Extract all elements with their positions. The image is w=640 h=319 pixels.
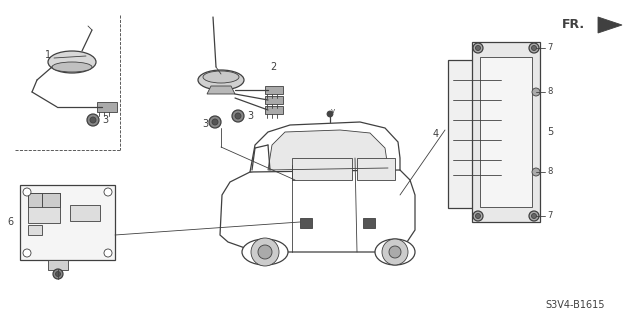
Bar bbox=[448, 60, 506, 208]
Bar bbox=[28, 225, 42, 235]
Text: v: v bbox=[331, 108, 335, 114]
Polygon shape bbox=[598, 17, 622, 33]
Text: 3: 3 bbox=[247, 111, 253, 121]
Ellipse shape bbox=[242, 239, 288, 265]
Text: 1: 1 bbox=[45, 50, 51, 60]
Circle shape bbox=[531, 213, 536, 219]
Circle shape bbox=[529, 43, 539, 53]
Circle shape bbox=[23, 249, 31, 257]
Circle shape bbox=[532, 168, 540, 176]
Polygon shape bbox=[268, 130, 388, 170]
Bar bbox=[472, 42, 540, 222]
Circle shape bbox=[473, 43, 483, 53]
Circle shape bbox=[56, 271, 61, 277]
Circle shape bbox=[104, 249, 112, 257]
Circle shape bbox=[327, 111, 333, 117]
Circle shape bbox=[529, 211, 539, 221]
Bar bbox=[480, 57, 532, 207]
Text: 2: 2 bbox=[270, 62, 276, 72]
Circle shape bbox=[258, 245, 272, 259]
Text: 7: 7 bbox=[547, 211, 553, 220]
Circle shape bbox=[251, 238, 279, 266]
Text: 3: 3 bbox=[102, 115, 108, 125]
Polygon shape bbox=[207, 86, 235, 94]
Text: FR.: FR. bbox=[562, 19, 585, 32]
Bar bbox=[265, 96, 283, 104]
Circle shape bbox=[531, 46, 536, 50]
Bar bbox=[300, 218, 312, 228]
Ellipse shape bbox=[48, 51, 96, 73]
Text: 7: 7 bbox=[547, 43, 553, 53]
Bar bbox=[28, 193, 60, 223]
Text: S3V4-B1615: S3V4-B1615 bbox=[545, 300, 605, 310]
Circle shape bbox=[235, 113, 241, 119]
Polygon shape bbox=[220, 158, 415, 252]
Circle shape bbox=[476, 213, 481, 219]
Bar bbox=[363, 218, 375, 228]
Text: 8: 8 bbox=[547, 167, 553, 176]
Circle shape bbox=[87, 114, 99, 126]
Circle shape bbox=[473, 211, 483, 221]
Ellipse shape bbox=[52, 62, 92, 72]
Circle shape bbox=[23, 188, 31, 196]
Circle shape bbox=[212, 119, 218, 125]
Bar bbox=[70, 205, 100, 221]
Bar bbox=[292, 158, 352, 180]
Ellipse shape bbox=[203, 71, 239, 83]
Ellipse shape bbox=[375, 239, 415, 265]
Text: 6: 6 bbox=[7, 217, 13, 227]
Text: 5: 5 bbox=[547, 127, 553, 137]
Text: 3: 3 bbox=[202, 119, 208, 129]
Bar bbox=[28, 193, 42, 207]
Bar bbox=[20, 185, 115, 260]
Bar bbox=[48, 260, 68, 270]
Bar bbox=[265, 86, 283, 94]
Circle shape bbox=[90, 117, 96, 123]
Text: 4: 4 bbox=[433, 129, 439, 139]
Circle shape bbox=[53, 269, 63, 279]
Bar bbox=[265, 106, 283, 114]
Circle shape bbox=[532, 88, 540, 96]
Bar bbox=[42, 193, 60, 207]
Ellipse shape bbox=[198, 70, 244, 90]
Circle shape bbox=[382, 239, 408, 265]
Circle shape bbox=[476, 46, 481, 50]
Circle shape bbox=[232, 110, 244, 122]
Bar bbox=[97, 102, 117, 112]
Text: 8: 8 bbox=[547, 87, 553, 97]
Circle shape bbox=[104, 188, 112, 196]
Circle shape bbox=[209, 116, 221, 128]
Bar bbox=[357, 158, 395, 180]
Circle shape bbox=[389, 246, 401, 258]
Polygon shape bbox=[250, 122, 400, 172]
